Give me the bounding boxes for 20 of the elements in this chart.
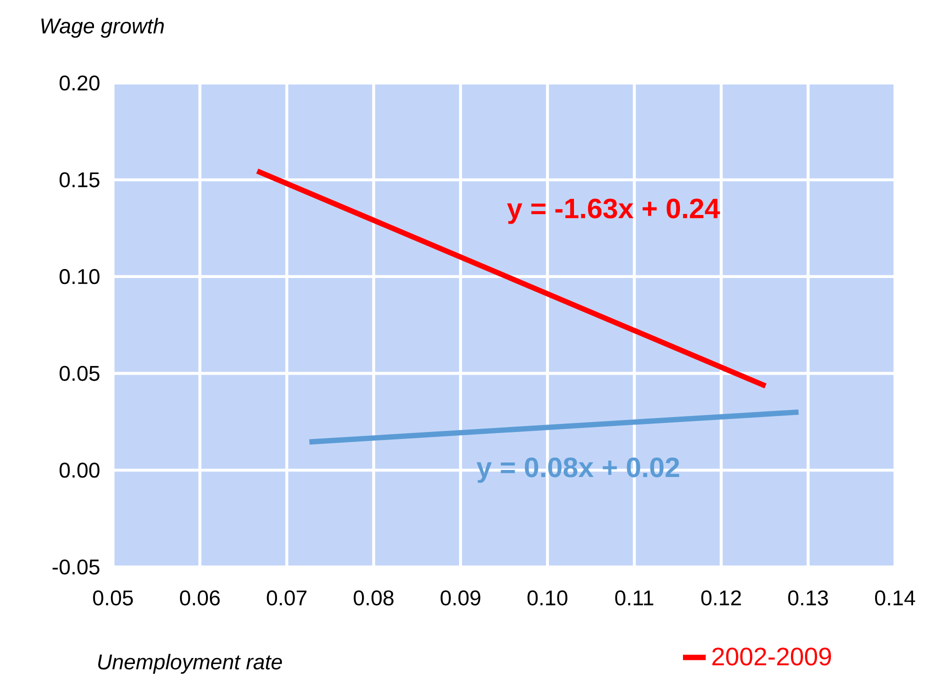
y-tick-label: 0.10 — [60, 269, 100, 284]
x-tick-label: 0.07 — [266, 590, 306, 606]
x-tick-label: 0.14 — [875, 590, 916, 606]
x-axis-title: Unemployment rate — [98, 654, 282, 674]
x-tick-label: 0.06 — [180, 590, 220, 606]
y-tick-label: 0.20 — [60, 75, 100, 91]
x-tick-label: 0.10 — [528, 590, 568, 606]
y-axis-title: Wage growth — [41, 18, 164, 38]
x-tick-label: 0.05 — [93, 590, 133, 606]
y-tick-label: 0.05 — [60, 366, 100, 381]
y-tick-label: 0.15 — [60, 172, 100, 188]
y-tick-label: -0.05 — [52, 559, 100, 575]
x-tick-label: 0.12 — [701, 590, 741, 606]
x-tick-label: 0.09 — [440, 590, 480, 606]
legend-label: 2002-2009 — [712, 648, 831, 666]
x-tick-label: 0.11 — [615, 590, 654, 606]
annotation: y = -1.63x + 0.24 — [507, 198, 720, 224]
x-tick-label: 0.13 — [788, 590, 828, 606]
y-tick-label: 0.00 — [60, 462, 100, 478]
x-tick-label: 0.08 — [354, 590, 394, 606]
